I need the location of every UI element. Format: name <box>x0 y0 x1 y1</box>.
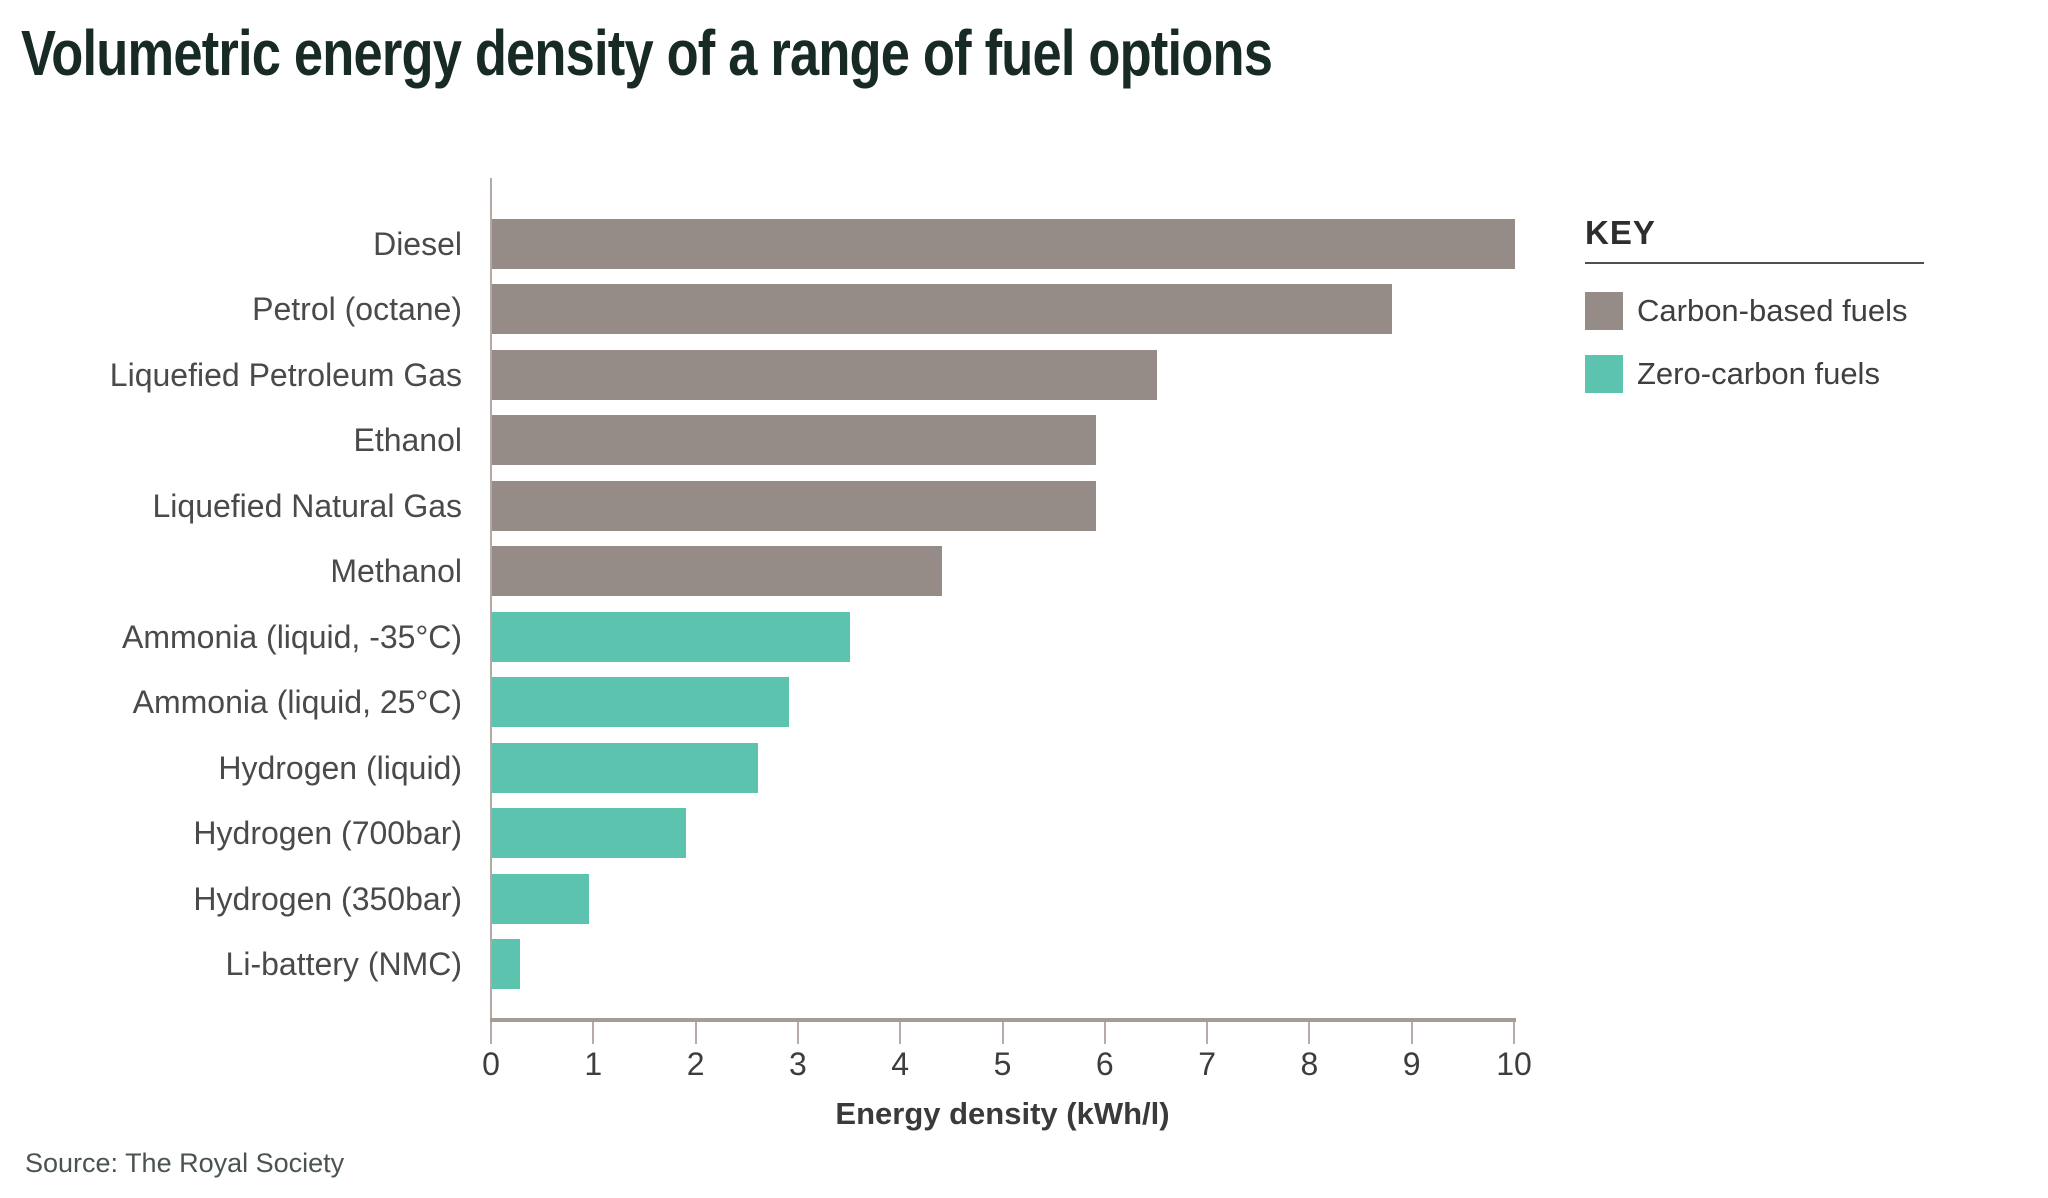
bar-liquefied-natural-gas <box>492 480 1096 531</box>
category-label: Liquefied Petroleum Gas <box>109 356 462 393</box>
bar-row-liquefied-petroleum-gas: Liquefied Petroleum Gas <box>0 349 2048 400</box>
x-tick-mark <box>490 1022 492 1044</box>
bar-row-hydrogen-700bar: Hydrogen (700bar) <box>0 808 2048 859</box>
x-tick-label: 4 <box>891 1046 910 1082</box>
bar-row-petrol-octane: Petrol (octane) <box>0 284 2048 335</box>
category-label: Methanol <box>330 553 462 590</box>
bar-li-battery-nmc <box>492 938 520 989</box>
legend-item-label: Carbon-based fuels <box>1637 293 1908 328</box>
source-attribution: Source: The Royal Society <box>25 1148 345 1178</box>
x-tick-label: 0 <box>482 1046 500 1082</box>
bar-liquefied-petroleum-gas <box>492 349 1157 400</box>
x-tick-mark <box>1001 1022 1004 1044</box>
category-label: Hydrogen (liquid) <box>218 749 462 786</box>
category-label: Ethanol <box>353 422 462 459</box>
bar-diesel <box>492 219 1515 269</box>
x-tick-label: 5 <box>993 1046 1012 1082</box>
bar-row-hydrogen-liquid: Hydrogen (liquid) <box>0 742 2048 793</box>
x-tick-label: 8 <box>1300 1046 1319 1082</box>
bar-row-methanol: Methanol <box>0 546 2048 597</box>
category-label: Ammonia (liquid, 25°C) <box>132 684 462 721</box>
legend: KEY Carbon-based fuels Zero-carbon fuels <box>1585 214 1925 393</box>
bar-hydrogen-700bar <box>492 808 686 859</box>
x-axis-title: Energy density (kWh/l) <box>835 1096 1170 1131</box>
x-tick-mark <box>796 1022 799 1044</box>
bar-methanol <box>492 546 942 597</box>
x-tick-label: 9 <box>1402 1046 1421 1082</box>
x-tick-mark <box>1103 1022 1106 1044</box>
bar-ethanol <box>492 415 1096 466</box>
x-tick-mark <box>1410 1022 1413 1044</box>
category-label: Liquefied Natural Gas <box>152 487 462 524</box>
bar-ammonia-liquid-35-c <box>492 611 850 662</box>
category-label: Hydrogen (350bar) <box>193 880 462 917</box>
category-label: Diesel <box>373 226 462 262</box>
x-tick-mark <box>1513 1022 1515 1044</box>
x-tick-label: 7 <box>1198 1046 1216 1082</box>
x-tick-label: 10 <box>1496 1046 1532 1082</box>
x-tick-label: 2 <box>686 1046 705 1082</box>
bar-ammonia-liquid-25-c <box>492 677 789 728</box>
x-tick-mark <box>694 1022 697 1044</box>
zero-carbon-fuels-swatch-icon <box>1585 355 1623 393</box>
category-label: Ammonia (liquid, -35°C) <box>121 618 462 655</box>
bar-row-diesel: Diesel <box>0 219 2048 269</box>
bar-petrol-octane <box>492 284 1392 335</box>
chart-title: Volumetric energy density of a range of … <box>21 17 1273 89</box>
category-label: Petrol (octane) <box>252 291 462 328</box>
bar-row-hydrogen-350bar: Hydrogen (350bar) <box>0 873 2048 924</box>
x-tick-label: 6 <box>1095 1046 1114 1082</box>
category-label: Li-battery (NMC) <box>225 945 462 982</box>
legend-title: KEY <box>1585 214 1656 251</box>
bar-hydrogen-liquid <box>492 742 758 793</box>
x-tick-mark <box>1308 1022 1311 1044</box>
x-tick-mark <box>899 1022 902 1044</box>
legend-divider <box>1585 262 1924 264</box>
bar-row-liquefied-natural-gas: Liquefied Natural Gas <box>0 480 2048 531</box>
bar-row-li-battery-nmc: Li-battery (NMC) <box>0 938 2048 989</box>
carbon-fuels-swatch-icon <box>1585 292 1623 330</box>
bar-row-ammonia-liquid-25-c: Ammonia (liquid, 25°C) <box>0 677 2048 728</box>
bar-hydrogen-350bar <box>492 873 589 924</box>
bar-row-ethanol: Ethanol <box>0 415 2048 466</box>
x-tick-mark <box>1206 1022 1209 1044</box>
x-axis-line <box>490 1018 1516 1022</box>
x-tick-label: 1 <box>584 1046 603 1082</box>
y-axis-line <box>490 178 492 1022</box>
legend-item-label: Zero-carbon fuels <box>1637 356 1880 391</box>
bar-row-ammonia-liquid-35-c: Ammonia (liquid, -35°C) <box>0 611 2048 662</box>
x-tick-mark <box>592 1022 595 1044</box>
category-label: Hydrogen (700bar) <box>193 815 462 852</box>
x-tick-label: 3 <box>788 1046 807 1082</box>
